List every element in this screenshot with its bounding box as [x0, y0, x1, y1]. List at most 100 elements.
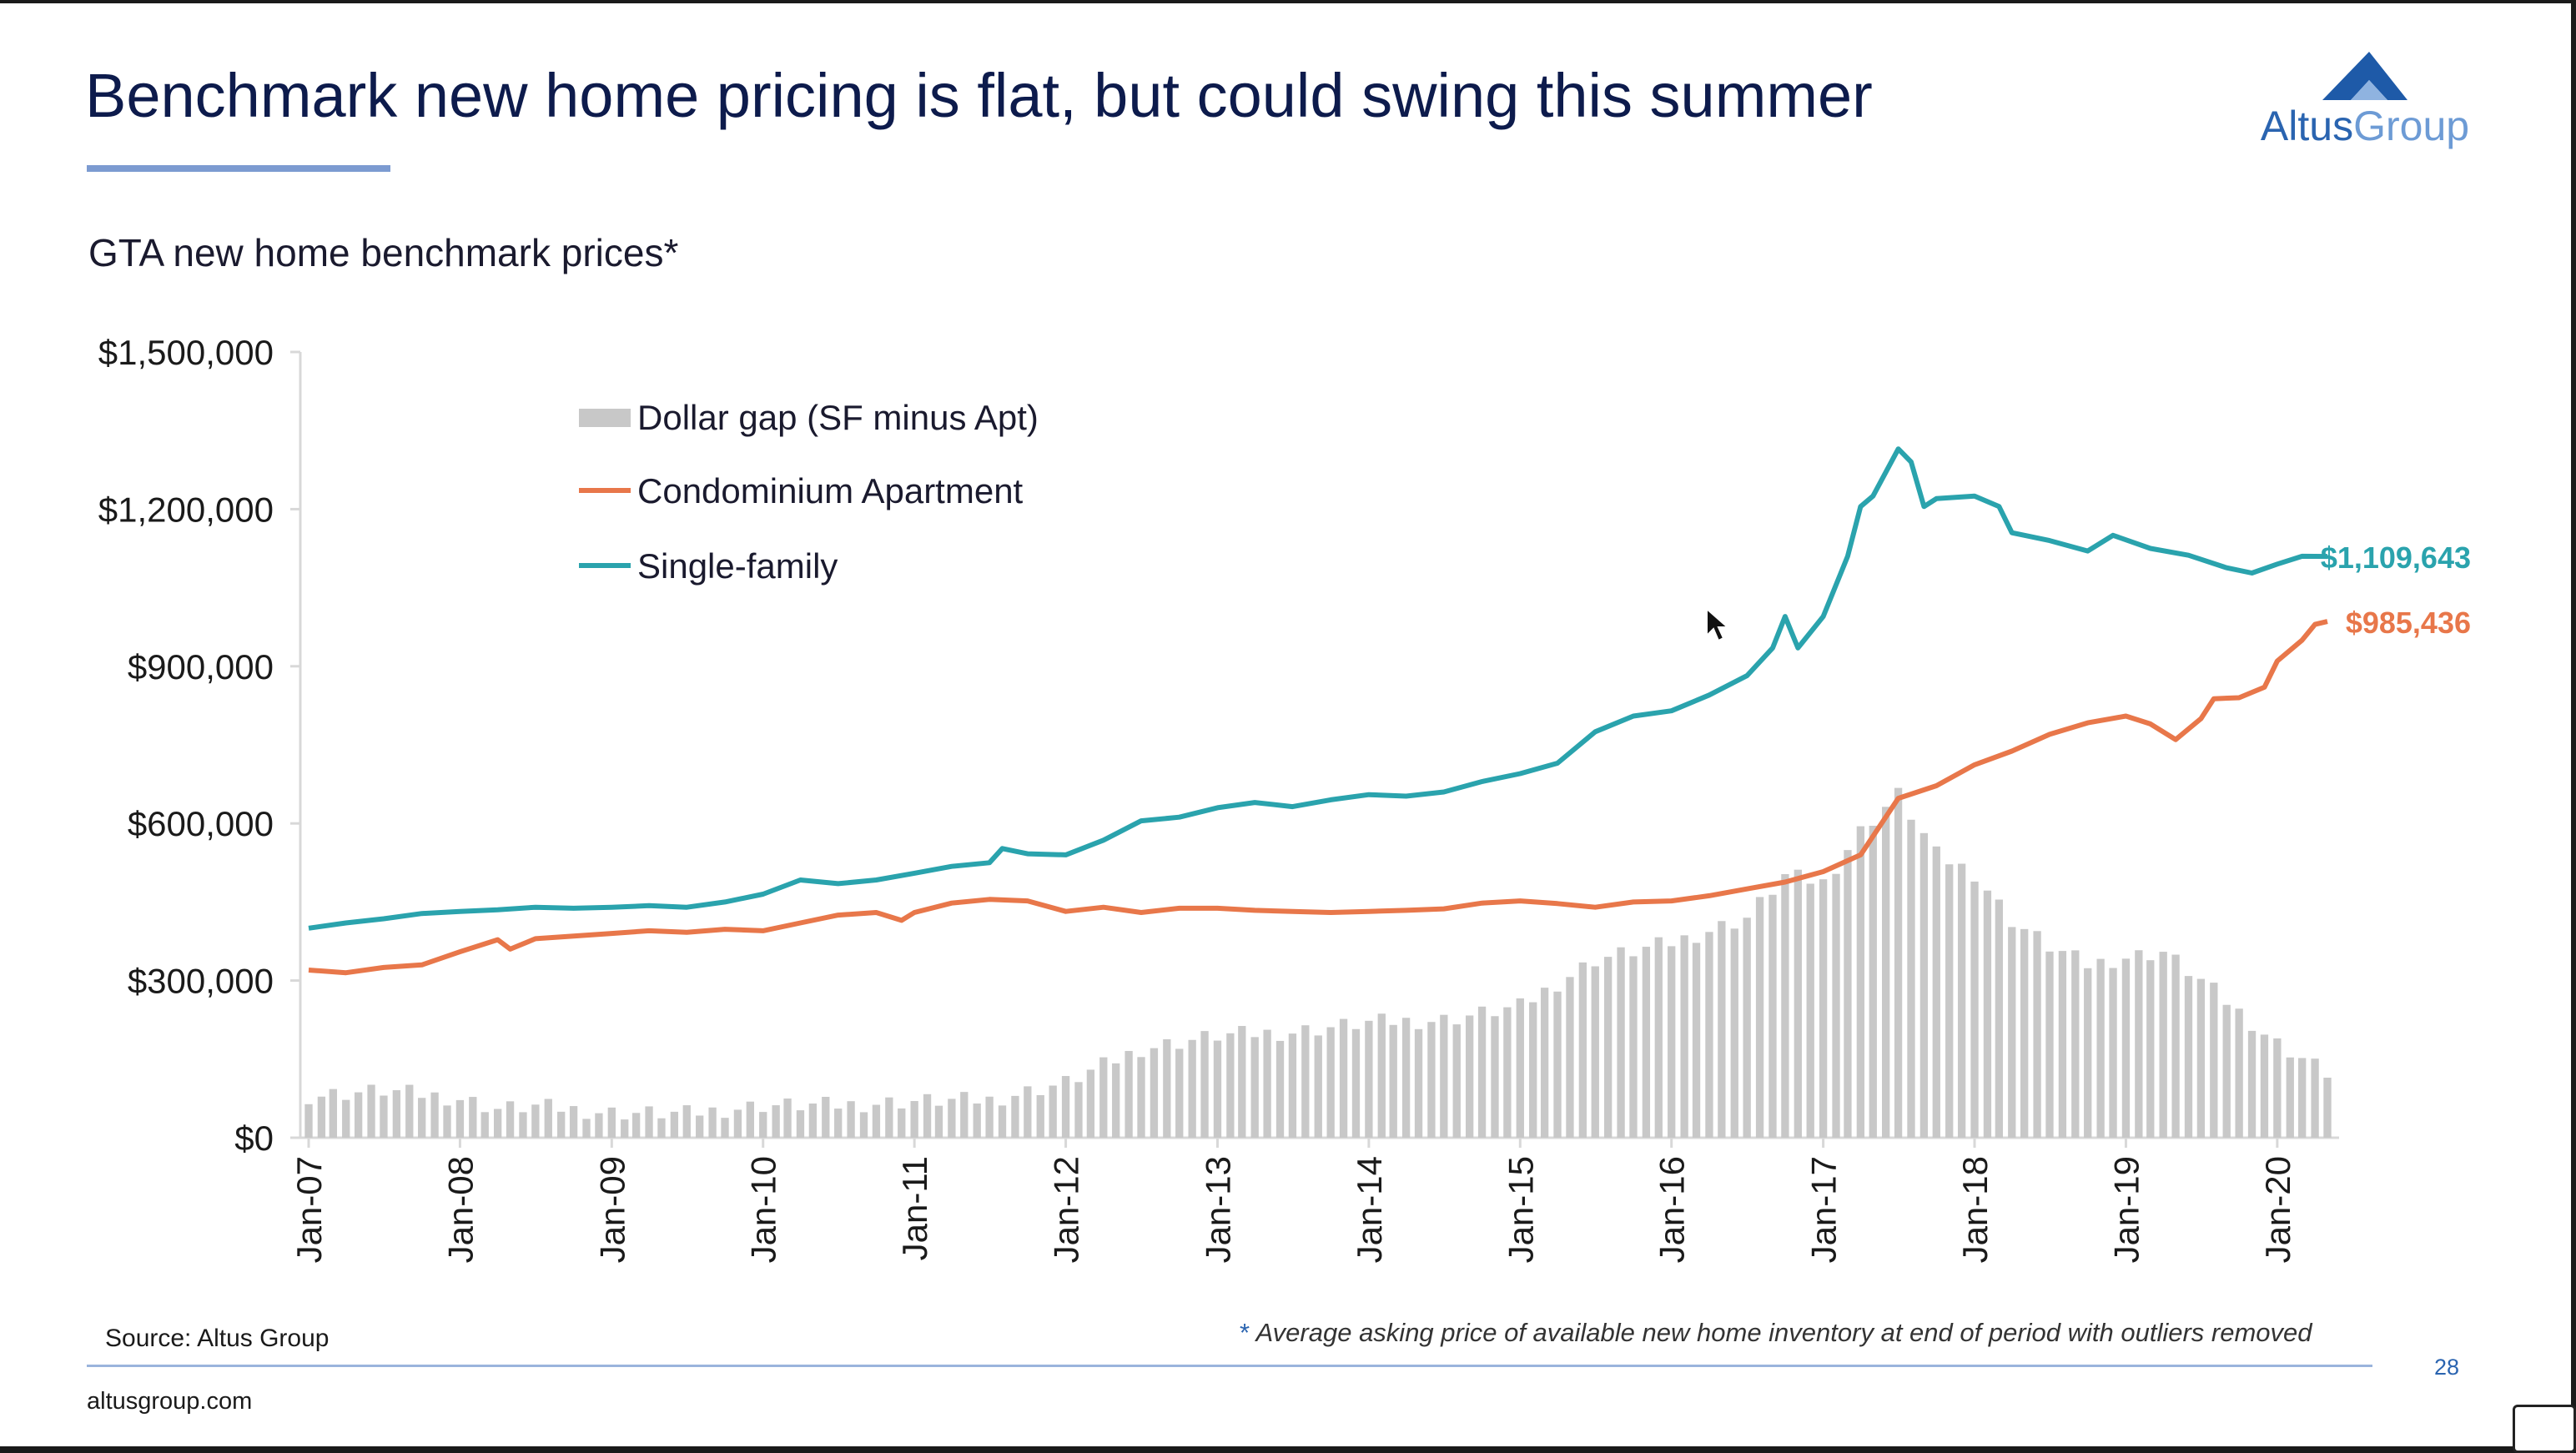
footnote: * Average asking price of available new …: [1240, 1318, 2312, 1348]
gap-bar: [455, 1099, 465, 1138]
x-tick-label: Jan-09: [592, 1156, 631, 1263]
x-tick-label: Jan-20: [2258, 1156, 2297, 1263]
gap-bar: [2286, 1057, 2294, 1138]
gap-bar: [708, 1107, 717, 1138]
gap-bar: [2222, 1004, 2231, 1138]
gap-bar: [2008, 927, 2016, 1138]
gap-bar: [1301, 1025, 1310, 1138]
gap-bar: [1932, 846, 1940, 1138]
gap-bar: [1074, 1082, 1083, 1138]
x-tick-label: Jan-18: [1955, 1156, 1995, 1263]
gap-bar: [430, 1092, 439, 1138]
gap-bar: [2020, 928, 2029, 1138]
gap-bar: [1945, 864, 1954, 1138]
gap-bar: [1401, 1018, 1411, 1138]
gap-bar: [1894, 787, 1903, 1138]
gap-bar: [1856, 826, 1865, 1138]
gap-bar: [2171, 954, 2180, 1138]
gap-bar: [847, 1101, 855, 1138]
gap-bar: [1743, 918, 1751, 1138]
gap-bar: [1452, 1024, 1461, 1138]
gap-bar: [1175, 1048, 1184, 1138]
website-link[interactable]: altusgroup.com: [87, 1388, 253, 1415]
gap-bar: [1566, 977, 1574, 1138]
gap-bar: [1275, 1040, 1285, 1138]
legend-label: Single-family: [637, 546, 838, 586]
gap-bar: [1882, 807, 1890, 1138]
gap-bar: [1668, 946, 1676, 1138]
gap-bar: [1314, 1035, 1322, 1138]
gap-bar: [1024, 1086, 1032, 1138]
gap-bar: [1680, 935, 1688, 1138]
gap-bar: [872, 1104, 881, 1138]
x-tick-label: Jan-10: [744, 1156, 783, 1263]
gap-bar: [2159, 952, 2167, 1138]
gap-bar: [1768, 894, 1777, 1138]
gap-bar: [380, 1095, 388, 1138]
gap-bar: [1351, 1028, 1361, 1138]
footer-rule: [87, 1365, 2372, 1367]
chart-subtitle: GTA new home benchmark prices*: [88, 231, 679, 274]
altus-group-logo: AltusGroup: [2244, 47, 2486, 155]
condo-end-label: $985,436: [2346, 606, 2471, 640]
gap-bar: [682, 1105, 691, 1138]
gap-bar: [607, 1107, 616, 1138]
gap-bar: [329, 1088, 337, 1138]
gap-bar: [1553, 991, 1562, 1138]
logo-wordmark: AltusGroup: [2244, 102, 2486, 150]
gap-bar: [2146, 960, 2155, 1138]
gap-bar: [1503, 1007, 1512, 1138]
gap-bar: [923, 1094, 932, 1138]
gap-bar: [1591, 966, 1599, 1138]
gap-bar: [1440, 1014, 1448, 1138]
gap-bar: [2260, 1034, 2269, 1138]
gap-bar: [1137, 1057, 1145, 1138]
gap-bar: [1995, 899, 2004, 1138]
gap-bar: [1654, 937, 1663, 1138]
gap-bar: [759, 1112, 767, 1138]
gap-bar: [808, 1104, 818, 1138]
x-tick-label: Jan-17: [1804, 1156, 1844, 1263]
x-tick-label: Jan-08: [440, 1156, 480, 1263]
window-bottom-edge: [0, 1446, 2576, 1453]
gap-bar: [418, 1098, 426, 1138]
window-top-edge: [0, 0, 2576, 3]
gap-bar: [2071, 950, 2080, 1138]
footnote-marker: *: [1240, 1318, 1250, 1347]
y-tick-label: $1,200,000: [98, 490, 274, 529]
gap-bar: [998, 1105, 1007, 1138]
gap-bar: [934, 1105, 943, 1138]
gap-bar: [2096, 958, 2105, 1138]
gap-bar: [1213, 1040, 1222, 1138]
gap-bar: [1907, 819, 1915, 1138]
x-tick-label: Jan-19: [2106, 1156, 2146, 1263]
gap-bar: [1957, 863, 1966, 1138]
gap-bar: [1250, 1037, 1259, 1138]
gap-bar: [1806, 883, 1814, 1138]
gap-bar: [834, 1109, 843, 1138]
x-tick-label: Jan-11: [895, 1156, 934, 1260]
gap-bar: [885, 1097, 893, 1138]
gap-bar: [1011, 1095, 1019, 1138]
gap-bar: [960, 1092, 969, 1138]
gap-bar: [898, 1108, 906, 1138]
gap-bar: [1112, 1063, 1120, 1138]
gap-bar: [1150, 1048, 1159, 1138]
x-tick-label: Jan-12: [1047, 1156, 1086, 1263]
logo-word-altus: Altus: [2260, 103, 2354, 149]
gap-bar: [1491, 1016, 1499, 1138]
gap-bar: [910, 1101, 918, 1138]
x-tick-label: Jan-16: [1653, 1156, 1692, 1263]
single-family-line: [308, 446, 2328, 931]
gap-bar: [2311, 1058, 2319, 1138]
gap-bar: [1832, 873, 1840, 1138]
gap-bar: [822, 1097, 830, 1138]
single-family-end-label: $1,109,643: [2321, 540, 2471, 575]
gap-bar: [2210, 983, 2218, 1138]
delayed-preview-thumbnail[interactable]: [2513, 1405, 2576, 1453]
window-right-edge: [2571, 0, 2576, 1453]
title-underline: [87, 165, 390, 172]
gap-bar: [1086, 1069, 1095, 1138]
footnote-text: Average asking price of available new ho…: [1255, 1318, 2312, 1347]
gap-bar: [1427, 1022, 1436, 1138]
